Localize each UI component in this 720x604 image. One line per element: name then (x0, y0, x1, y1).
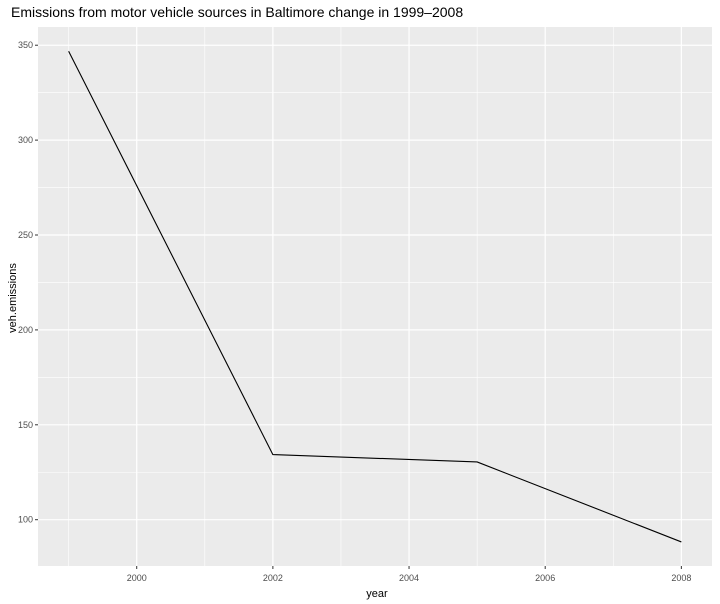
chart-title: Emissions from motor vehicle sources in … (11, 4, 463, 20)
y-tick-label: 350 (18, 40, 33, 50)
y-tick-label: 100 (18, 515, 33, 525)
y-axis-title: veh.emissions (7, 263, 19, 333)
minor-gridlines (38, 27, 712, 566)
x-tick-label: 2004 (399, 573, 419, 583)
x-tick-label: 2000 (127, 573, 147, 583)
emissions-series-line (68, 51, 682, 543)
x-tick-label: 2008 (671, 573, 691, 583)
y-tick-labels: 100 150 200 250 300 350 (18, 40, 33, 524)
plot-panel (38, 27, 712, 566)
axis-ticks (35, 44, 682, 569)
major-gridlines (38, 27, 712, 566)
x-tick-label: 2002 (263, 573, 283, 583)
x-tick-label: 2006 (535, 573, 555, 583)
y-tick-label: 250 (18, 230, 33, 240)
y-tick-label: 200 (18, 325, 33, 335)
y-tick-label: 150 (18, 420, 33, 430)
x-tick-labels: 2000 2002 2004 2006 2008 (127, 573, 692, 583)
series-layer (68, 51, 682, 543)
x-axis-title: year (366, 588, 388, 600)
y-tick-label: 300 (18, 135, 33, 145)
